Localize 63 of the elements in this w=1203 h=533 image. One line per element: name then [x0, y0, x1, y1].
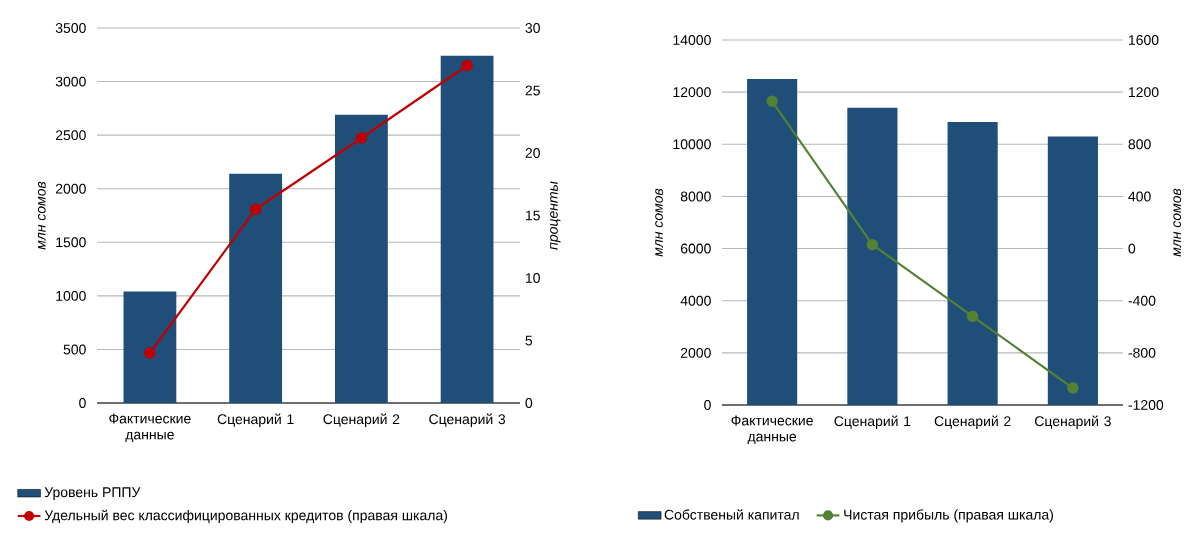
y-axis-title: млн сомов	[37, 181, 46, 250]
y2-tick-label: 0	[525, 398, 533, 408]
y-tick-label: 8000	[680, 191, 711, 202]
y2-tick-label: 400	[1128, 191, 1151, 202]
legend-label: Удельный вес классифицированных кредитов (правая шкала)	[44, 509, 447, 524]
x-tick-label: Сценарий 2	[323, 413, 400, 427]
point	[461, 59, 473, 72]
point	[766, 95, 778, 108]
point	[966, 310, 979, 323]
x-tick-label: Сценарий 1	[834, 415, 911, 429]
y2-tick-label: 5	[525, 335, 533, 346]
y-tick-label: 2000	[55, 183, 86, 194]
bar	[229, 173, 283, 403]
y2-tick-label: 800	[1128, 139, 1151, 150]
y-tick-label: 12000	[673, 87, 711, 98]
bar	[123, 291, 177, 403]
bar	[440, 55, 494, 403]
y-tick-label: 0	[79, 398, 86, 408]
y-tick-label: 2500	[55, 130, 86, 141]
y2-axis-title: млн сомов	[1173, 188, 1182, 257]
y-tick-label: 3000	[55, 76, 86, 87]
x-tick-label: Сценарий 1	[217, 413, 294, 427]
point	[144, 347, 156, 359]
bar	[847, 107, 898, 405]
y2-tick-label: -800	[1128, 347, 1156, 358]
y2-tick-label: 15	[526, 210, 540, 221]
y-tick-label: 1500	[56, 237, 86, 248]
y2-tick-label: 0	[1128, 243, 1136, 254]
y-tick-label: 0	[704, 400, 711, 410]
y2-tick-label: 30	[525, 23, 540, 33]
point	[1067, 382, 1079, 394]
y-tick-label: 6000	[680, 243, 711, 254]
y-tick-label: 1000	[56, 290, 86, 301]
y2-tick-label: -400	[1128, 295, 1156, 306]
y2-tick-label: -1200	[1128, 400, 1164, 410]
x-tick-label: Сценарий 3	[429, 413, 506, 427]
point	[249, 203, 262, 215]
point	[866, 238, 879, 251]
x-tick-label: Фактические данные	[731, 415, 813, 445]
x-tick-label: Сценарий 2	[934, 415, 1011, 429]
bar	[1047, 136, 1098, 405]
legend-label: Чистая прибыль (правая шкала)	[844, 509, 1053, 523]
y2-tick-label: 20	[525, 148, 540, 158]
x-tick-label: Фактические данные	[109, 413, 191, 443]
y2-tick-label: 1200	[1129, 87, 1159, 98]
y-axis-title: млн сомов	[655, 188, 663, 257]
bar	[947, 122, 998, 405]
y-tick-label: 10000	[673, 139, 711, 150]
legend-label: Уровень РППУ	[44, 487, 141, 500]
y2-tick-label: 1600	[1129, 35, 1159, 45]
legend-label: Собственый капитал	[664, 509, 799, 520]
y-tick-label: 14000	[673, 35, 711, 45]
y-tick-label: 4000	[680, 295, 711, 306]
y-tick-label: 2000	[680, 347, 711, 358]
y2-tick-label: 25	[525, 85, 540, 96]
point	[355, 132, 368, 144]
y2-tick-label: 10	[526, 273, 540, 283]
y2-axis-title: проценты	[550, 181, 561, 250]
bar	[747, 79, 798, 405]
y-tick-label: 500	[63, 344, 86, 355]
x-tick-label: Сценарий 3	[1035, 415, 1111, 429]
bar	[334, 114, 388, 403]
y-tick-label: 3500	[55, 23, 86, 33]
